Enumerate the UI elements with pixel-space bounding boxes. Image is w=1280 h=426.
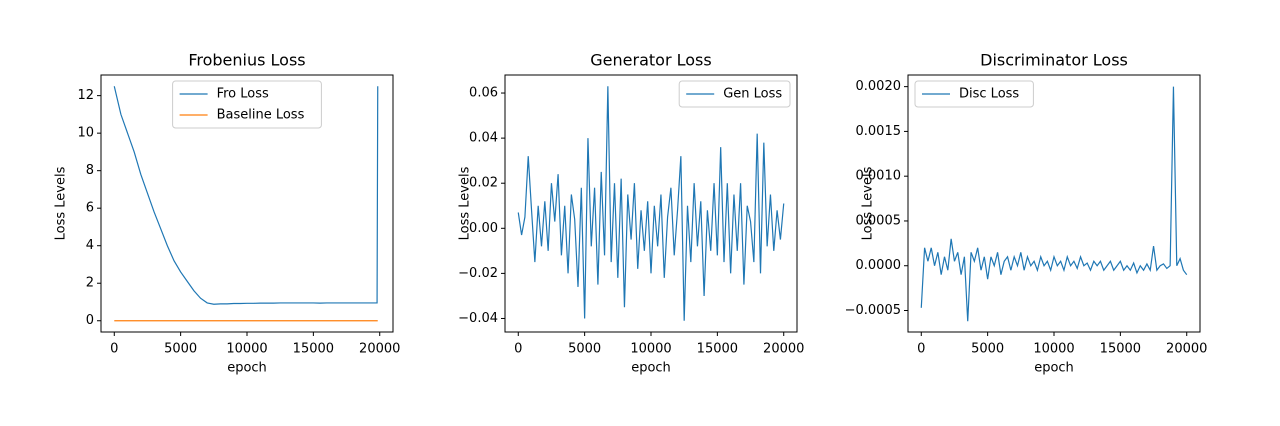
x-tick-label: 20000 — [359, 342, 400, 357]
y-tick-label: 0.06 — [469, 86, 498, 101]
plot-frame — [504, 74, 798, 333]
y-tick-label: −0.04 — [458, 311, 498, 326]
legend-label: Baseline Loss — [217, 108, 305, 123]
line-series — [920, 86, 1188, 322]
y-tick-label: 0.0015 — [856, 124, 902, 139]
x-tick-label: 15000 — [293, 342, 334, 357]
plot-frame — [100, 74, 394, 333]
y-tick-label: 2 — [86, 276, 94, 291]
legend-box — [172, 80, 322, 129]
y-tick-label: 0.02 — [469, 176, 498, 191]
y-axis-label: Loss Levels — [54, 166, 69, 240]
x-tick-label: 5000 — [971, 342, 1004, 357]
legend-box — [914, 80, 1034, 108]
y-axis-label: Loss Levels — [861, 166, 876, 240]
line-series — [113, 86, 379, 305]
chart-title: Frobenius Loss — [188, 51, 305, 70]
x-tick-label: 0 — [514, 342, 522, 357]
x-tick-label: 15000 — [1100, 342, 1141, 357]
chart-title: Generator Loss — [590, 51, 711, 70]
y-tick-label: 0.00 — [469, 221, 498, 236]
y-tick-label: 0.0010 — [856, 169, 902, 184]
line-series — [517, 86, 785, 321]
x-tick-label: 20000 — [763, 342, 804, 357]
legend-label: Gen Loss — [723, 87, 782, 102]
chart-title: Discriminator Loss — [980, 51, 1128, 70]
y-tick-label: 0 — [86, 313, 94, 328]
x-tick-label: 10000 — [630, 342, 671, 357]
legend-label: Disc Loss — [959, 87, 1019, 102]
x-tick-label: 10000 — [226, 342, 267, 357]
x-tick-label: 5000 — [568, 342, 601, 357]
y-axis-label: Loss Levels — [458, 166, 473, 240]
x-tick-label: 0 — [917, 342, 925, 357]
y-tick-label: 0.04 — [469, 131, 498, 146]
y-tick-label: 10 — [77, 126, 94, 141]
y-tick-label: 4 — [86, 238, 94, 253]
y-tick-label: 0.0000 — [856, 258, 902, 273]
legend-box — [678, 80, 791, 108]
x-tick-label: 10000 — [1033, 342, 1074, 357]
x-tick-label: 15000 — [697, 342, 738, 357]
y-tick-label: −0.02 — [458, 266, 498, 281]
y-tick-label: 0.0020 — [856, 79, 902, 94]
y-tick-label: 6 — [86, 201, 94, 216]
y-tick-label: 12 — [77, 88, 94, 103]
y-tick-label: 8 — [86, 163, 94, 178]
y-tick-label: −0.0005 — [845, 303, 901, 318]
plot-frame — [907, 74, 1201, 333]
x-axis-label: epoch — [631, 361, 671, 376]
y-tick-label: 0.0005 — [856, 213, 902, 228]
x-tick-label: 20000 — [1166, 342, 1207, 357]
x-tick-label: 0 — [110, 342, 118, 357]
x-axis-label: epoch — [227, 361, 267, 376]
x-tick-label: 5000 — [164, 342, 197, 357]
x-axis-label: epoch — [1034, 361, 1074, 376]
legend-label: Fro Loss — [217, 87, 269, 102]
